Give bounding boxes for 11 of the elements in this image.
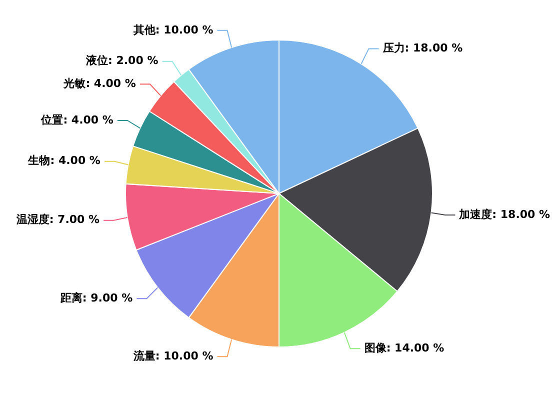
slice-label: 位置: 4.00 % (40, 113, 114, 126)
slice-label: 距离: 9.00 % (59, 291, 133, 304)
slice-label: 其他: 10.00 % (132, 23, 214, 36)
slice-label: 图像: 14.00 % (364, 342, 444, 355)
slice-label: 生物: 4.00 % (27, 154, 100, 168)
slice-label: 流量: 10.00 % (132, 349, 214, 362)
slice-label: 加速度: 18.00 % (458, 208, 550, 221)
slice-label: 液位: 2.00 % (84, 54, 158, 68)
slice-label: 光敏: 4.00 % (62, 77, 136, 90)
slice-label: 温湿度: 7.00 % (15, 213, 100, 226)
slice-label: 压力: 18.00 % (382, 42, 463, 55)
